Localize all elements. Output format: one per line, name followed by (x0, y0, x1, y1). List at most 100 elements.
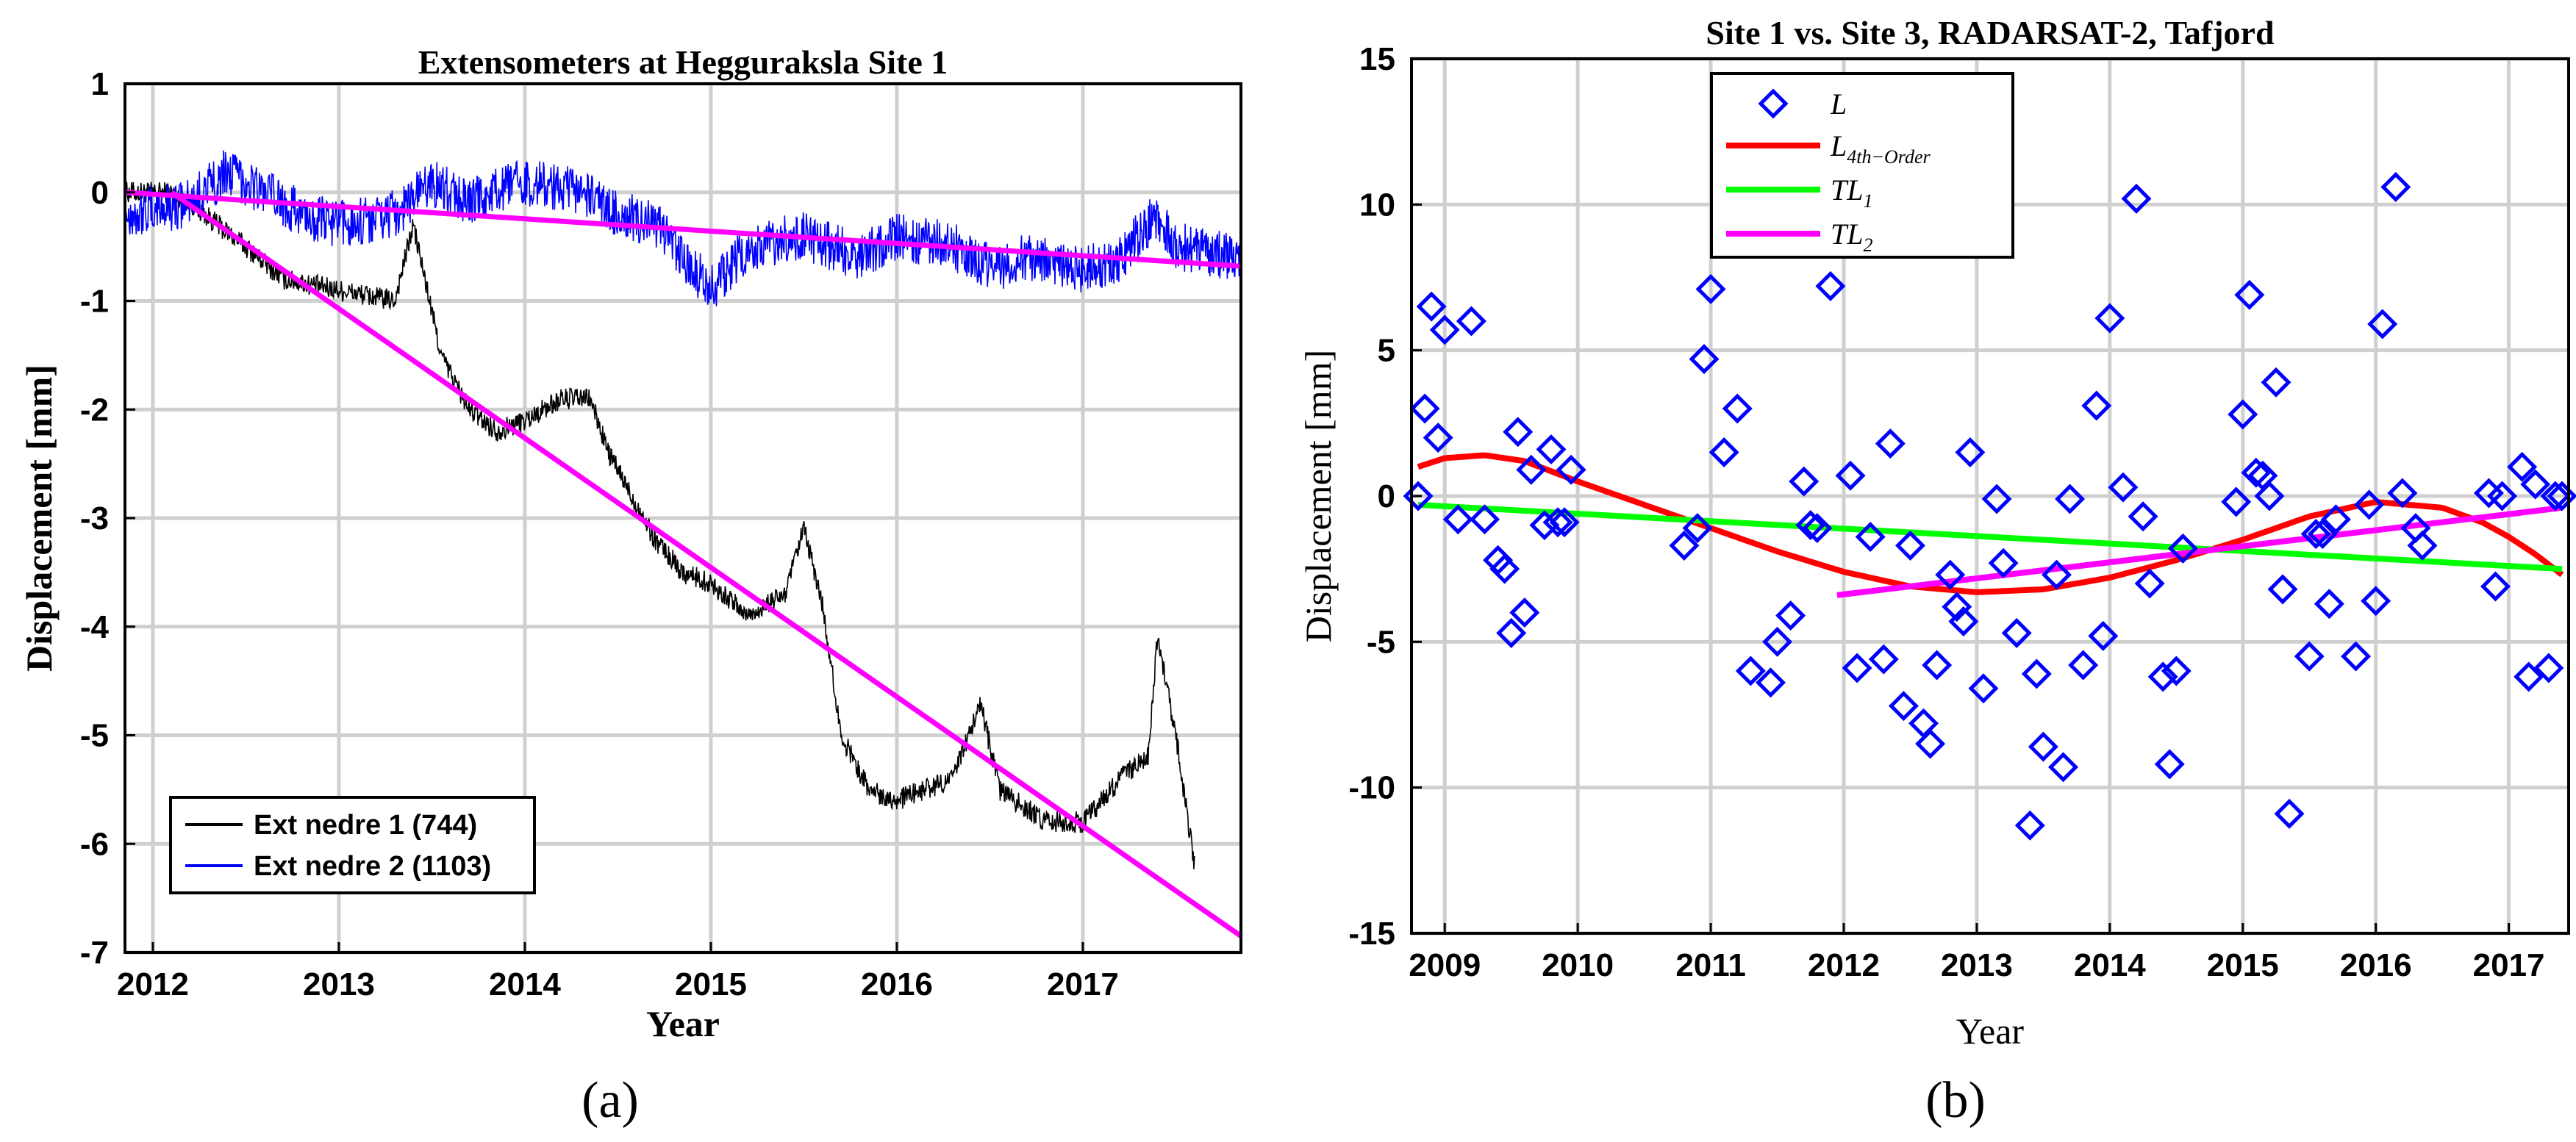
chart-b-point (2514, 661, 2544, 692)
chart-b-point (2047, 752, 2079, 783)
chart-a-data (124, 150, 1242, 938)
chart-b-xlabel: Year (1956, 1010, 2024, 1052)
chart-b-point (2228, 399, 2258, 430)
chart-b-tick-label-x: 2014 (2074, 947, 2146, 983)
chart-b-point (1815, 270, 1846, 301)
chart-b-legend-label-l: L (1830, 87, 1847, 121)
chart-b-line-0 (1417, 452, 2564, 595)
chart-a-trend-3 (124, 190, 1242, 269)
chart-b-point (1489, 553, 1520, 584)
chart-b-point (1709, 437, 1739, 468)
chart-a-legend-label-ext1: Ext nedre 1 (744) (254, 810, 477, 841)
chart-b-point (2387, 478, 2418, 509)
chart-b-point (2147, 661, 2178, 692)
chart-b-point (2161, 656, 2192, 686)
chart-a-tick-label-y: -3 (80, 500, 109, 536)
chart-a-tick-label-y: -4 (80, 609, 110, 645)
chart-b-legend: L L4th−Order TL1 TL2 (1710, 72, 2014, 259)
chart-b-point (1509, 597, 1540, 628)
chart-b-point (1988, 547, 2019, 578)
chart-b-point (1802, 513, 1833, 544)
chart-b-point (2241, 457, 2272, 488)
chart-b-point (1789, 466, 1820, 497)
chart-a-trend-2 (170, 190, 1242, 938)
chart-a-series-0 (124, 182, 1195, 869)
chart-a-tick-label-x: 2014 (489, 966, 561, 1002)
chart-b-point (2134, 568, 2165, 599)
chart-b-data (1403, 172, 2576, 841)
chart-b-point (2081, 390, 2112, 421)
chart-b-tick-label-x: 2011 (1675, 947, 1745, 983)
chart-a-tick-label-y: 0 (91, 175, 109, 211)
chart-a-tick-label-y: 1 (91, 66, 109, 102)
chart-b-point (2121, 183, 2152, 214)
chart-b-point (1981, 484, 2012, 514)
chart-b-point (1835, 460, 1866, 491)
chart-b-point (1556, 454, 1586, 485)
chart-a-tick-label-x: 2015 (675, 966, 747, 1002)
chart-b-tick-label-y: 10 (1359, 187, 1395, 223)
chart-b-point (1895, 530, 1925, 561)
chart-b-point (2361, 586, 2391, 617)
chart-b-point (1695, 273, 1726, 304)
chart-b-point (1922, 650, 1953, 680)
chart-b-legend-label-tl1: TL1 (1831, 173, 1873, 212)
chart-b-point (2480, 571, 2511, 602)
chart-b-legend-label-tl2: TL2 (1831, 218, 1873, 256)
chart-a-ylabel: Displacement [mm] (18, 364, 60, 672)
chart-a: 2012 2013 2014 2015 2016 2017 1 0 -1 -2 -3 -4 -5 -6 -7… (18, 43, 1242, 1129)
chart-b-point (2533, 653, 2564, 683)
chart-a-title: Extensometers at Hegguraksla Site 1 (418, 43, 948, 81)
chart-b-point (2300, 519, 2331, 550)
chart-b-point (2261, 367, 2291, 398)
chart-b-point (2128, 501, 2158, 532)
chart-b-point (1842, 653, 1872, 683)
chart-b-point (2507, 451, 2538, 482)
chart-b-point (2540, 481, 2571, 511)
chart-b-point (1875, 428, 1906, 459)
chart-b-point (1469, 504, 1500, 535)
chart-b-point (1456, 306, 1486, 337)
chart-b-tick-label-y: -10 (1348, 770, 1395, 806)
chart-b-title: Site 1 vs. Site 3, RADARSAT-2, Tafjord (1706, 14, 2275, 51)
chart-b-tick-label-y: -5 (1367, 624, 1395, 660)
chart-b-point (2520, 469, 2551, 500)
chart-b-point (2254, 481, 2285, 511)
chart-b-point (2014, 810, 2045, 841)
chart-a-series-1 (124, 150, 1242, 306)
chart-b-point (2267, 574, 2298, 605)
chart-a-tick-label-x: 2016 (861, 966, 933, 1002)
chart-b-point (1968, 673, 1999, 704)
chart-a-legend: Ext nedre 1 (744) Ext nedre 2 (1103) (169, 796, 536, 894)
chart-b-tick-label-y: 15 (1359, 41, 1395, 77)
chart-b-caption: (b) (1925, 1072, 1986, 1129)
chart-b-point (1503, 417, 1534, 448)
chart-b-ylabel: Displacement [mm] (1298, 350, 1339, 643)
chart-b-point (1868, 644, 1899, 675)
chart-b-point (1955, 437, 1986, 468)
chart-b-point (1755, 667, 1786, 698)
chart-b-point (2380, 172, 2411, 203)
chart-b-tick-label-y: -15 (1348, 916, 1395, 952)
chart-b-point (1496, 617, 1527, 648)
chart-b-point (2021, 658, 2052, 689)
chart-b-point (2294, 641, 2325, 672)
chart-a-tick-label-y: -5 (80, 718, 109, 754)
chart-b-point (2367, 309, 2398, 340)
chart-a-tick-label-x: 2012 (117, 966, 189, 1002)
chart-b-point (2234, 279, 2265, 310)
chart-a-legend-box (169, 796, 536, 894)
chart-b-point (2221, 486, 2252, 517)
chart-b-point (1516, 454, 1547, 485)
chart-b-tick-label-x: 2013 (1941, 947, 2013, 983)
chart-b-point (2001, 617, 2032, 648)
chart-b-point (1682, 513, 1713, 544)
chart-b-point (1689, 344, 1720, 375)
chart-b-point (1795, 510, 1826, 541)
chart-b-tick-label-x: 2016 (2340, 947, 2412, 983)
chart-b-point (1429, 315, 1460, 345)
chart-b-point (1722, 393, 1753, 424)
chart-b-point (1442, 504, 1473, 535)
chart-a-legend-label-ext2: Ext nedre 2 (1103) (254, 851, 491, 882)
